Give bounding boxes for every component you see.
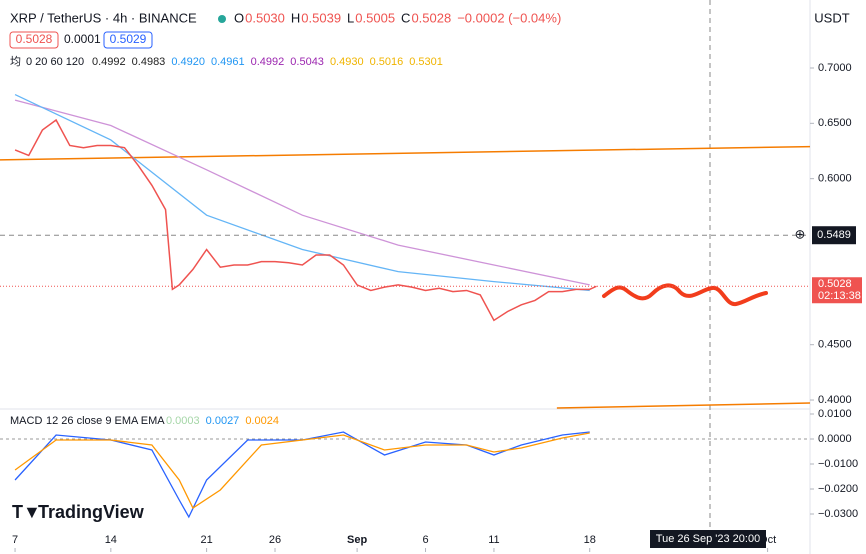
x-tick-label: Oct bbox=[759, 534, 776, 546]
alert-label: 0.5489 bbox=[817, 229, 851, 241]
x-tick-label: 11 bbox=[488, 534, 499, 546]
ohlc-value: 0.5028 bbox=[411, 10, 451, 25]
macd-value: 0.0024 bbox=[245, 415, 279, 427]
buy-box[interactable] bbox=[103, 31, 153, 49]
trend-line bbox=[0, 145, 811, 161]
ma-value: 0.4983 bbox=[132, 56, 166, 68]
ohlc-key: H bbox=[291, 10, 300, 25]
ohlc-key: O bbox=[234, 10, 244, 25]
ma-params: 0 20 60 120 bbox=[26, 56, 84, 68]
ma-value: 0.4961 bbox=[211, 56, 245, 68]
crosshair-box bbox=[650, 530, 766, 548]
sell-price[interactable]: 0.5028 bbox=[16, 32, 53, 46]
alert-box bbox=[812, 226, 856, 245]
macd-label: MACD bbox=[10, 415, 42, 427]
ma-value: 0.4992 bbox=[251, 56, 285, 68]
y-tick-label: 0.6000 bbox=[818, 173, 852, 185]
status-dot bbox=[218, 15, 226, 23]
crosshair-label: Tue 26 Sep '23 20:00 bbox=[656, 533, 760, 545]
macd-tick-label: −0.0300 bbox=[818, 508, 858, 520]
x-tick-label: 6 bbox=[422, 534, 428, 546]
brand-logo: T▼ bbox=[12, 502, 41, 522]
forecast-drawing bbox=[602, 283, 768, 307]
countdown: 02:13:38 bbox=[818, 290, 861, 302]
price-line bbox=[14, 118, 597, 322]
ohlc-value: 0.5005 bbox=[355, 10, 395, 25]
x-tick-label: 7 bbox=[12, 534, 18, 546]
currency[interactable]: USDT bbox=[814, 10, 849, 25]
ohlc-key: C bbox=[401, 10, 410, 25]
ma-value: 0.4920 bbox=[171, 56, 205, 68]
x-tick-label: 26 bbox=[269, 534, 281, 546]
macd-tick-label: 0.0000 bbox=[818, 433, 852, 445]
ma-value: 0.5301 bbox=[409, 56, 443, 68]
trend-line bbox=[556, 402, 811, 409]
last-price-label: 0.5028 bbox=[818, 278, 852, 290]
macd-params: 12 26 close 9 EMA EMA bbox=[46, 415, 165, 427]
spread: 0.0001 bbox=[64, 32, 101, 46]
x-tick-label: 14 bbox=[105, 534, 117, 546]
x-tick-label: 18 bbox=[584, 534, 596, 546]
macd-tick-label: −0.0200 bbox=[818, 483, 858, 495]
change: −0.0002 (−0.04%) bbox=[457, 10, 561, 25]
macd-tick-label: 0.0100 bbox=[818, 408, 852, 420]
macd-tick-label: −0.0100 bbox=[818, 458, 858, 470]
ma-value: 0.5016 bbox=[370, 56, 404, 68]
macd-value: 0.0003 bbox=[166, 415, 200, 427]
sell-box[interactable] bbox=[9, 31, 59, 49]
last-price-box bbox=[812, 277, 862, 304]
symbol: XRP / TetherUS · 4h · BINANCE bbox=[10, 10, 197, 25]
buy-price[interactable]: 0.5029 bbox=[110, 32, 147, 46]
x-tick-label: Sep bbox=[347, 534, 367, 546]
y-tick-label: 0.4000 bbox=[818, 394, 852, 406]
ma-label: 均 bbox=[10, 55, 21, 68]
ohlc-key: L bbox=[347, 10, 354, 25]
brand: TradingView bbox=[38, 502, 145, 522]
y-tick-label: 0.4500 bbox=[818, 339, 852, 351]
moving-average bbox=[14, 93, 590, 292]
y-tick-label: 0.6500 bbox=[818, 117, 852, 129]
signal-line bbox=[14, 432, 590, 509]
y-tick-label: 0.7000 bbox=[818, 62, 852, 74]
ma-value: 0.4930 bbox=[330, 56, 364, 68]
ohlc-value: 0.5039 bbox=[301, 10, 341, 25]
ohlc-value: 0.5030 bbox=[245, 10, 285, 25]
ma-value: 0.5043 bbox=[290, 56, 324, 68]
moving-average bbox=[14, 99, 590, 286]
x-tick-label: 21 bbox=[200, 534, 212, 546]
alert-plus[interactable]: ⊕ bbox=[795, 227, 806, 242]
macd-value: 0.0027 bbox=[206, 415, 240, 427]
ma-value: 0.4992 bbox=[92, 56, 126, 68]
